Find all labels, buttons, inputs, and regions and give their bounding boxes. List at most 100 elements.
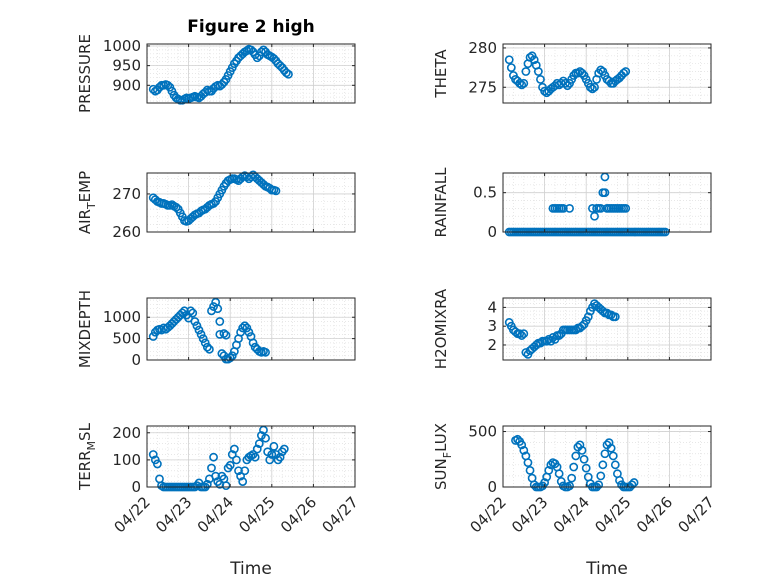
data-point <box>236 327 245 337</box>
data-point <box>207 463 216 473</box>
y-tick-label: 500 <box>112 330 141 348</box>
y-axis-label-main: H2OMIXRA <box>432 288 450 369</box>
data-point <box>536 75 545 84</box>
y-tick-label: 100 <box>112 451 141 469</box>
data-point <box>269 441 279 451</box>
axes-rainfall: 0 0.5 RAINFALL <box>432 167 712 241</box>
data-point <box>279 444 289 454</box>
data-point <box>209 302 218 311</box>
x-tick-label: 04/26 <box>277 493 320 536</box>
data-point <box>610 460 620 470</box>
x-tick-label: 04/22 <box>111 493 154 536</box>
y-tick-label: 0 <box>131 351 141 369</box>
data-point <box>506 63 516 72</box>
data-point <box>202 479 212 489</box>
data-point <box>583 312 593 322</box>
data-point <box>242 323 252 333</box>
data-point <box>523 458 533 467</box>
data-point <box>515 78 525 88</box>
data-point <box>513 434 522 444</box>
x-tick-label: 04/23 <box>152 493 195 536</box>
data-point <box>215 317 225 326</box>
y-axis-label-main: AIR <box>76 209 94 234</box>
data-point <box>515 329 525 339</box>
data-point <box>234 466 243 476</box>
y-axis-label: RAINFALL <box>432 167 450 238</box>
x-tick-label: 04/23 <box>508 493 551 536</box>
y-tick-label: 270 <box>112 185 141 203</box>
data-point <box>598 460 608 470</box>
data-point <box>588 203 597 213</box>
data-point <box>180 306 189 316</box>
data-point <box>511 327 520 337</box>
data-point <box>227 450 237 459</box>
data-point <box>517 80 527 90</box>
x-tick-label: 04/22 <box>467 493 510 536</box>
data-point <box>565 203 574 213</box>
data-point <box>275 452 285 462</box>
x-axis-label: Time <box>229 559 272 579</box>
data-point <box>186 306 196 316</box>
data-point <box>575 440 585 450</box>
y-tick-label: 1000 <box>103 308 141 326</box>
data-point <box>271 186 281 196</box>
data-point <box>606 443 616 453</box>
data-point <box>188 308 198 318</box>
data-point <box>244 327 254 337</box>
y-axis-label-tail: EMP <box>76 171 94 202</box>
data-point <box>236 471 245 481</box>
data-point <box>544 334 554 344</box>
data-point <box>531 340 541 350</box>
y-tick-label: 200 <box>112 424 141 442</box>
x-tick-label: 04/26 <box>633 493 676 536</box>
y-axis-label: AIRTEMP <box>76 171 98 234</box>
y-axis-label-main: MIXDEPTH <box>76 290 94 368</box>
y-tick-label: 1000 <box>103 37 141 55</box>
y-tick-label: 275 <box>468 78 497 96</box>
data-point <box>519 445 529 455</box>
y-tick-label: 280 <box>468 39 497 57</box>
data-point <box>261 433 270 443</box>
data-point <box>211 471 221 481</box>
data-point <box>600 449 610 459</box>
data-point <box>571 325 581 335</box>
y-tick-label: 900 <box>112 76 141 94</box>
data-point <box>521 67 531 76</box>
data-point <box>577 321 587 331</box>
data-point <box>152 459 162 469</box>
data-point <box>225 460 235 470</box>
y-axis-label-main: SUN <box>432 458 450 490</box>
x-tick-label: 04/25 <box>235 493 278 536</box>
data-point <box>200 338 210 348</box>
data-point <box>544 465 554 475</box>
data-point <box>219 329 229 338</box>
y-tick-label: 0.5 <box>473 184 497 202</box>
data-point <box>238 323 248 333</box>
axes-box <box>502 172 712 233</box>
y-axis-label: H2OMIXRA <box>432 288 450 369</box>
y-tick-label: 260 <box>112 223 141 241</box>
data-point <box>581 463 591 473</box>
y-tick-label: 950 <box>112 57 141 75</box>
data-point <box>608 451 618 461</box>
y-axis-label: MIXDEPTH <box>76 290 94 368</box>
data-point <box>519 329 529 339</box>
data-point <box>238 477 248 486</box>
data-point <box>204 344 214 354</box>
axes-mixdepth: 0 500 1000 MIXDEPTH <box>76 290 356 369</box>
y-axis-label: TERRMSL <box>76 422 98 491</box>
data-point <box>221 481 231 491</box>
data-point <box>598 306 608 316</box>
y-tick-label: 500 <box>468 423 497 441</box>
data-point <box>565 481 574 491</box>
data-point <box>629 478 639 487</box>
axes-background <box>503 173 711 232</box>
data-point <box>610 312 620 322</box>
data-point <box>240 466 250 476</box>
data-point <box>627 480 637 490</box>
data-point <box>267 450 277 459</box>
data-point <box>190 317 200 326</box>
data-point <box>604 438 614 448</box>
